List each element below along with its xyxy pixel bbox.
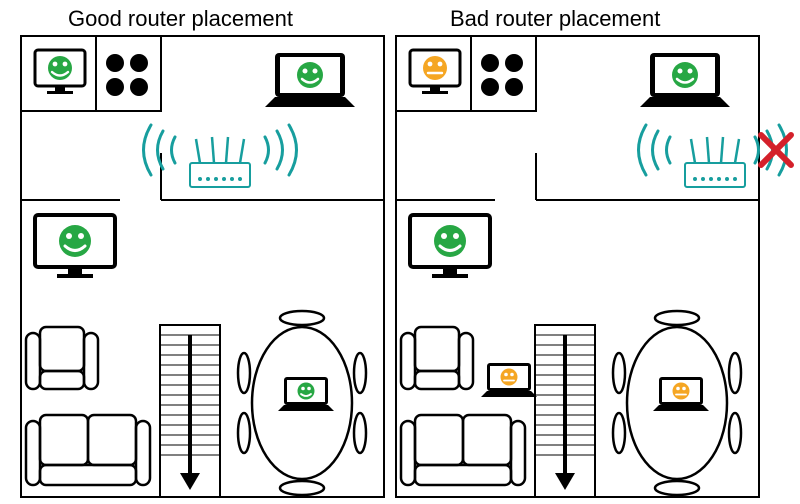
- hob-icon: [106, 54, 148, 96]
- router-icon: [190, 137, 250, 187]
- laptop-table-icon: [278, 377, 334, 411]
- laptop-top-icon: [640, 53, 730, 107]
- armchair-icon: [26, 327, 98, 389]
- good-title: Good router placement: [68, 6, 293, 32]
- bad-panel: [395, 35, 795, 500]
- laptop-table-icon: [653, 377, 709, 411]
- good-panel: [20, 35, 385, 500]
- hob-icon: [481, 54, 523, 96]
- bad-title: Bad router placement: [450, 6, 660, 32]
- tv-kitchen-icon: [410, 50, 460, 94]
- tv-kitchen-icon: [35, 50, 85, 94]
- wifi-waves-left-icon: [639, 125, 671, 175]
- tv-living-icon: [410, 215, 490, 278]
- wifi-waves-right-icon: [265, 125, 297, 175]
- laptop-top-icon: [265, 53, 355, 107]
- laptop-stairs-icon: [481, 363, 537, 397]
- router-icon: [685, 137, 745, 187]
- sofa-icon: [26, 415, 150, 485]
- armchair-icon: [401, 327, 473, 389]
- sofa-icon: [401, 415, 525, 485]
- tv-living-icon: [35, 215, 115, 278]
- wifi-waves-left-icon: [144, 125, 176, 175]
